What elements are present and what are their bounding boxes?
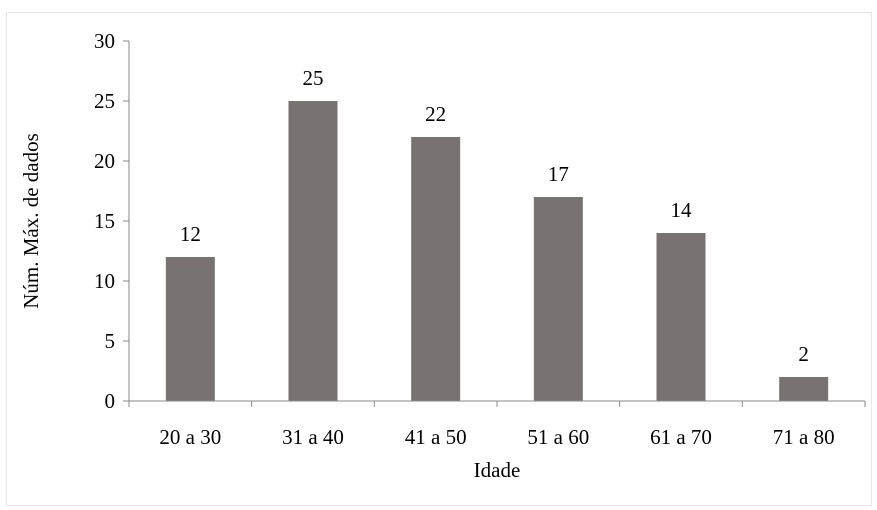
y-tick-label: 5 [105,329,116,353]
y-tick-label: 0 [105,389,116,413]
bar [779,377,829,401]
data-labels: 12 25 22 17 14 2 [180,66,809,366]
y-tick-label: 20 [94,149,115,173]
x-tick-label: 51 a 60 [527,425,589,449]
data-label: 12 [180,222,201,246]
bars [165,101,829,401]
y-axis-ticks: 0 5 10 15 20 25 30 [94,29,129,413]
y-tick-label: 10 [94,269,115,293]
data-label: 25 [303,66,324,90]
data-label: 17 [548,162,569,186]
bar [165,257,215,401]
data-label: 2 [798,342,809,366]
y-tick-label: 25 [94,89,115,113]
bar [656,233,706,401]
y-axis-label: Núm. Máx. de dados [19,133,43,309]
bar [533,197,583,401]
x-tick-label: 41 a 50 [405,425,467,449]
bar [288,101,338,401]
y-tick-label: 30 [94,29,115,53]
data-label: 14 [671,198,693,222]
x-tick-label: 31 a 40 [282,425,344,449]
bar [411,137,461,401]
data-label: 22 [425,102,446,126]
x-tick-label: 61 a 70 [650,425,712,449]
x-axis-label: Idade [474,458,521,482]
x-tick-label: 71 a 80 [773,425,835,449]
x-axis-ticks: 20 a 30 31 a 40 41 a 50 51 a 60 61 a 70 71 a … [128,401,866,449]
x-tick-label: 20 a 30 [159,425,221,449]
y-tick-label: 15 [94,209,115,233]
